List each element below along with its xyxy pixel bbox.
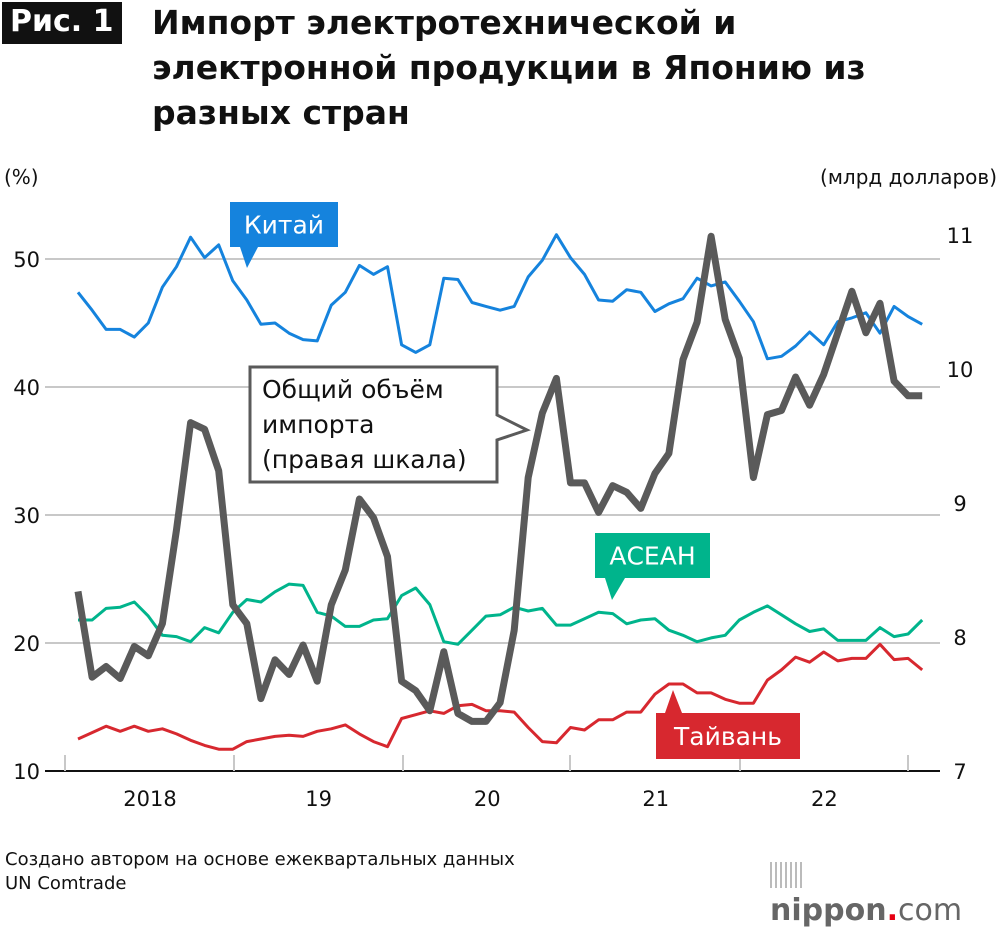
logo-dot: .: [886, 893, 898, 928]
x-tick-label: 19: [305, 787, 332, 811]
y-tick-left-label: 40: [13, 376, 40, 400]
source-note: Создано автором на основе ежеквартальных…: [5, 848, 515, 896]
nippon-logo: nippon.com: [770, 858, 1000, 928]
logo-bars-icon: [770, 862, 804, 888]
source-note-line2: UN Comtrade: [5, 873, 127, 894]
y-tick-left-label: 20: [13, 632, 40, 656]
legend-total-label-line: импорта: [262, 410, 375, 439]
legend-asean-pointer: [605, 578, 625, 600]
legend-china-pointer: [240, 247, 258, 268]
source-note-line1: Создано автором на основе ежеквартальных…: [5, 849, 515, 870]
y-tick-left-label: 50: [13, 248, 40, 272]
series-line-asean: [78, 582, 924, 646]
series-line-china: [76, 233, 923, 361]
legend-taiwan-label: Тайвань: [673, 722, 782, 751]
legend-asean-label: АСЕАН: [609, 542, 695, 571]
y-tick-right-label: 7: [953, 760, 966, 784]
y-tick-right-label: 8: [953, 626, 966, 650]
y-tick-right-label: 9: [953, 492, 966, 516]
y-axis-left-title: (%): [4, 165, 39, 189]
legend-taiwan-pointer: [665, 690, 682, 713]
chart-title: Импорт электротехнической и электронной …: [152, 3, 866, 132]
x-tick-label: 21: [642, 787, 669, 811]
legend-total-box: [248, 365, 531, 484]
series-line-total: [74, 232, 923, 725]
legend-china-box: [230, 202, 338, 247]
logo-main: nippon: [770, 893, 887, 928]
legend-total-label-line: Общий объём: [262, 375, 444, 404]
legend-asean-box: [595, 533, 710, 578]
x-tick-label: 2018: [123, 787, 176, 811]
series-line-taiwan: [77, 642, 924, 751]
y-tick-left-label: 10: [13, 760, 40, 784]
legend-total-label-line: (правая шкала): [262, 445, 467, 474]
legend-taiwan-box: [656, 713, 800, 759]
y-tick-left-label: 30: [13, 504, 40, 528]
y-axis-right-title: (млрд долларов): [820, 165, 997, 189]
x-tick-label: 20: [474, 787, 501, 811]
x-tick-label: 22: [811, 787, 838, 811]
legend-china-label: Китай: [244, 211, 324, 240]
logo-suffix: com: [897, 893, 963, 928]
y-tick-right-label: 11: [947, 224, 974, 248]
figure-label: Рис. 1: [2, 2, 122, 44]
y-tick-right-label: 10: [947, 358, 974, 382]
chart: 10 20 30 40 50 7 8 9 10 11 (%) (млрд долларов) 2018 1…: [4, 165, 997, 811]
